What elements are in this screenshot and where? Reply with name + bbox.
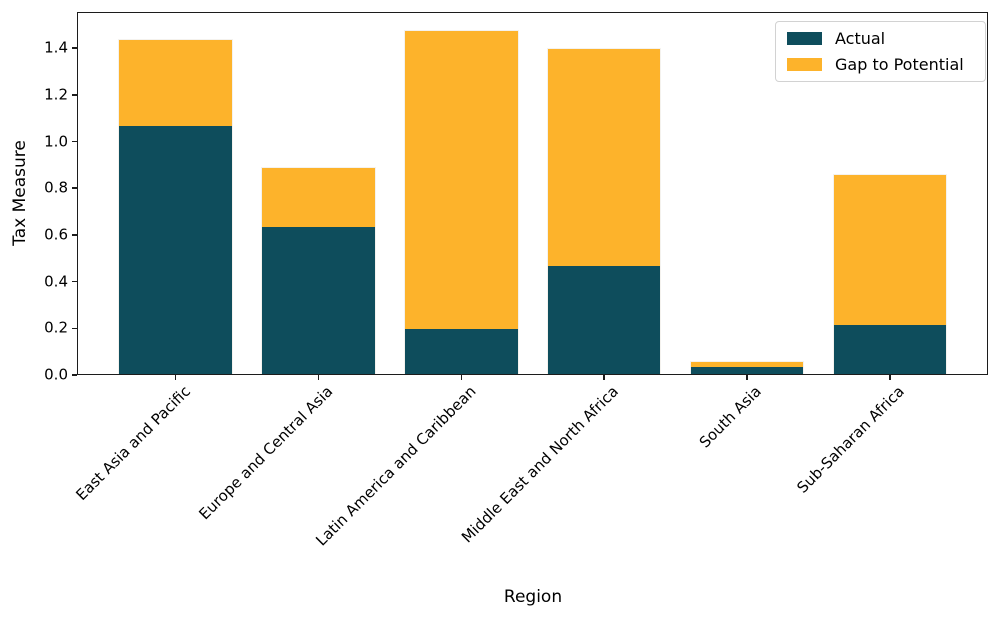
y-tick-label: 0.0 xyxy=(44,365,68,384)
y-tick-label: 1.4 xyxy=(44,38,68,57)
y-tick-mark xyxy=(72,234,77,236)
legend-swatch-gap-to-potential xyxy=(787,57,822,71)
x-tick-label-europe-and-central-asia: Europe and Central Asia xyxy=(195,382,337,524)
bar-sub-saharan-africa-actual-segment xyxy=(833,324,947,375)
x-tick-mark xyxy=(746,375,748,380)
bar-south-asia-actual-segment xyxy=(690,366,804,375)
y-tick-label: 1.2 xyxy=(44,85,68,104)
y-tick-label: 0.4 xyxy=(44,272,68,291)
x-tick-label-east-asia-and-pacific: East Asia and Pacific xyxy=(71,382,194,504)
bar-europe-and-central-asia xyxy=(261,167,376,375)
bar-europe-and-central-asia-actual-segment xyxy=(262,226,375,375)
bar-south-asia xyxy=(689,361,805,375)
y-tick-mark xyxy=(72,327,77,330)
bar-middle-east-and-north-africa xyxy=(546,48,662,375)
y-axis-title: Tax Measure xyxy=(10,140,30,246)
x-tick-label-middle-east-and-north-africa: Middle East and North Africa xyxy=(458,382,623,547)
bar-south-asia-gap-segment xyxy=(690,362,804,367)
y-tick-label: 0.6 xyxy=(44,225,68,244)
y-tick-mark xyxy=(72,47,77,49)
y-tick-mark xyxy=(72,374,77,376)
legend-label: Actual xyxy=(835,29,886,48)
legend-item-actual: Actual xyxy=(787,30,975,48)
x-tick-label-latin-america-and-caribbean: Latin America and Caribbean xyxy=(312,382,480,550)
bar-latin-america-and-caribbean xyxy=(404,29,519,375)
bar-latin-america-and-caribbean-gap-segment xyxy=(405,30,518,330)
bar-east-asia-and-pacific-gap-segment xyxy=(119,39,232,127)
y-tick-mark xyxy=(72,140,77,143)
legend-swatch-actual xyxy=(787,32,822,46)
y-tick-mark xyxy=(72,94,77,96)
y-tick-label: 0.8 xyxy=(44,178,68,197)
legend: Actual Gap to Potential xyxy=(775,21,986,83)
bar-east-asia-and-pacific xyxy=(118,38,233,375)
legend-item-gap-to-potential: Gap to Potential xyxy=(787,54,975,74)
bar-east-asia-and-pacific-actual-segment xyxy=(119,126,232,375)
legend-label: Gap to Potential xyxy=(835,54,964,74)
y-tick-label: 0.2 xyxy=(44,318,68,337)
plot-area xyxy=(77,12,988,375)
bar-latin-america-and-caribbean-actual-segment xyxy=(405,329,518,375)
bar-europe-and-central-asia-gap-segment xyxy=(262,168,375,227)
y-tick-label: 1.0 xyxy=(44,132,68,151)
bar-sub-saharan-africa-gap-segment xyxy=(833,175,947,325)
y-tick-mark xyxy=(72,280,77,283)
x-tick-mark xyxy=(889,375,891,380)
x-tick-mark xyxy=(174,375,177,380)
bar-middle-east-and-north-africa-gap-segment xyxy=(547,49,661,267)
bar-middle-east-and-north-africa-actual-segment xyxy=(547,266,661,375)
x-tick-mark xyxy=(603,375,605,380)
x-tick-mark xyxy=(317,375,320,380)
x-tick-label-south-asia: South Asia xyxy=(695,382,766,452)
x-tick-mark xyxy=(460,375,463,380)
bar-sub-saharan-africa xyxy=(832,174,948,375)
x-axis-title: Region xyxy=(503,587,563,607)
y-tick-mark xyxy=(72,187,77,190)
x-tick-label-sub-saharan-africa: Sub-Saharan Africa xyxy=(793,382,909,497)
